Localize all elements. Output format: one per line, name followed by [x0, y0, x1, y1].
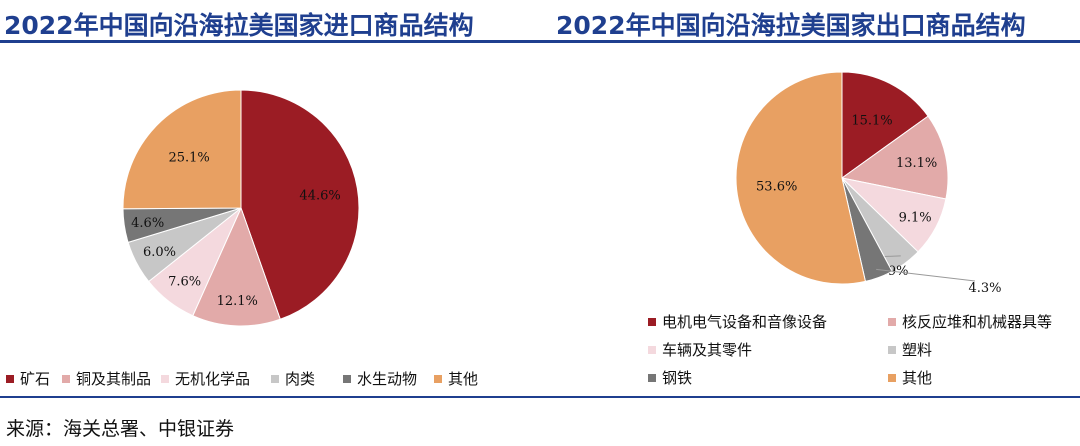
legend-swatch-1-1	[888, 317, 896, 326]
pie-data-label-0-2: 7.6%	[168, 275, 201, 290]
pie-slice-0-1	[192, 206, 281, 327]
legend-label-1-0: 电机电气设备和音像设备	[662, 313, 828, 331]
legend-label-0-2: 无机化学品	[175, 370, 251, 388]
legend-swatch-0-1	[62, 374, 70, 383]
legend-item-0-1: 铜及其制品	[62, 368, 151, 389]
pie-data-label-0-0: 44.6%	[299, 188, 340, 203]
legend-swatch-0-4	[343, 374, 351, 383]
pie-slice-0-5	[122, 89, 242, 210]
pie-data-label-1-1: 13.1%	[896, 156, 937, 171]
pie-data-label-0-1: 12.1%	[217, 294, 258, 309]
import-chart-title: 2022年中国向沿海拉美国家进口商品结构	[4, 11, 474, 40]
legend-label-1-4: 钢铁	[662, 369, 693, 387]
legend-item-0-5: 其他	[434, 368, 478, 389]
top-divider	[0, 40, 1080, 43]
pie-data-label-1-4: 4.3%	[968, 281, 1001, 296]
pie-slice-1-0	[841, 71, 929, 179]
legend-item-0-4: 水生动物	[343, 368, 417, 389]
pie-data-label-1-5: 53.6%	[756, 179, 797, 194]
legend-item-1-3: 塑料	[888, 339, 932, 360]
leader-line-1-4	[876, 268, 976, 282]
bottom-divider	[0, 396, 1080, 398]
legend-label-1-1: 核反应堆和机械器具等	[902, 313, 1053, 331]
pie-slice-0-0	[240, 89, 360, 320]
legend-label-1-5: 其他	[902, 369, 933, 387]
legend-label-1-3: 塑料	[902, 341, 933, 359]
legend-item-1-0: 电机电气设备和音像设备	[648, 311, 827, 332]
legend-swatch-1-2	[648, 345, 656, 354]
legend-swatch-0-3	[271, 374, 279, 383]
legend-label-0-3: 肉类	[285, 370, 316, 388]
legend-swatch-0-2	[161, 374, 169, 383]
pie-slice-1-5	[735, 71, 867, 285]
pie-data-label-0-3: 6.0%	[143, 245, 176, 260]
legend-label-0-4: 水生动物	[357, 370, 418, 388]
legend-swatch-1-5	[888, 373, 896, 382]
legend-item-0-3: 肉类	[271, 368, 315, 389]
legend-swatch-1-3	[888, 345, 896, 354]
pie-data-label-1-0: 15.1%	[851, 114, 892, 129]
legend-swatch-1-0	[648, 317, 656, 326]
legend-item-1-2: 车辆及其零件	[648, 339, 752, 360]
export-chart-title: 2022年中国向沿海拉美国家出口商品结构	[556, 11, 1026, 40]
pie-data-label-0-4: 4.6%	[131, 216, 164, 231]
legend-item-0-2: 无机化学品	[161, 368, 250, 389]
legend-swatch-1-4	[648, 373, 656, 382]
legend-swatch-0-5	[434, 374, 442, 383]
pie-data-label-0-5: 25.1%	[168, 150, 209, 165]
legend-item-1-1: 核反应堆和机械器具等	[888, 311, 1052, 332]
legend-label-1-2: 车辆及其零件	[662, 341, 753, 359]
legend-label-0-5: 其他	[448, 370, 479, 388]
export-pie-chart: 15.1%13.1%9.1%4.9%4.3%53.6%	[735, 71, 1002, 296]
legend-item-1-4: 钢铁	[648, 367, 692, 388]
legend-swatch-0-0	[6, 374, 14, 383]
legend-item-1-5: 其他	[888, 367, 932, 388]
pie-data-label-1-2: 9.1%	[899, 211, 932, 226]
legend-label-0-1: 铜及其制品	[76, 370, 152, 388]
legend-item-0-0: 矿石	[6, 368, 50, 389]
import-pie-chart: 44.6% 12.1% 7.6% 6.0% 4.6% 25.1%	[122, 89, 360, 327]
source-note: 来源：海关总署、中银证券	[6, 418, 235, 440]
legend-label-0-0: 矿石	[20, 370, 51, 388]
pie-slice-1-1	[840, 115, 949, 200]
